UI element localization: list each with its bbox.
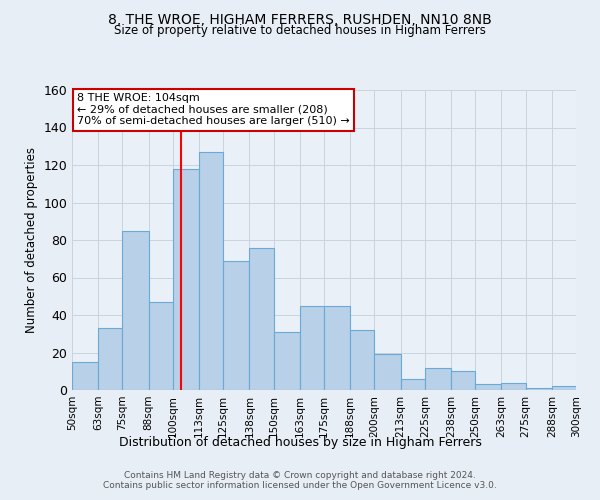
Bar <box>173 169 199 390</box>
Bar <box>274 332 300 390</box>
Bar <box>401 379 425 390</box>
Text: Distribution of detached houses by size in Higham Ferrers: Distribution of detached houses by size … <box>119 436 481 449</box>
Bar <box>425 368 451 390</box>
Text: 8, THE WROE, HIGHAM FERRERS, RUSHDEN, NN10 8NB: 8, THE WROE, HIGHAM FERRERS, RUSHDEN, NN… <box>108 12 492 26</box>
Bar <box>552 386 576 390</box>
Bar <box>475 384 502 390</box>
Text: Contains HM Land Registry data © Crown copyright and database right 2024.: Contains HM Land Registry data © Crown c… <box>124 472 476 480</box>
Bar <box>374 354 401 390</box>
Bar <box>149 302 173 390</box>
Bar <box>324 306 350 390</box>
Bar <box>250 248 274 390</box>
Bar <box>300 306 324 390</box>
Text: Size of property relative to detached houses in Higham Ferrers: Size of property relative to detached ho… <box>114 24 486 37</box>
Text: Contains public sector information licensed under the Open Government Licence v3: Contains public sector information licen… <box>103 482 497 490</box>
Bar <box>223 260 250 390</box>
Bar <box>98 328 122 390</box>
Y-axis label: Number of detached properties: Number of detached properties <box>25 147 38 333</box>
Bar <box>199 152 223 390</box>
Bar <box>122 230 149 390</box>
Bar <box>451 371 475 390</box>
Bar <box>350 330 374 390</box>
Text: 8 THE WROE: 104sqm
← 29% of detached houses are smaller (208)
70% of semi-detach: 8 THE WROE: 104sqm ← 29% of detached hou… <box>77 93 350 126</box>
Bar <box>526 388 552 390</box>
Bar <box>502 382 526 390</box>
Bar <box>72 362 98 390</box>
